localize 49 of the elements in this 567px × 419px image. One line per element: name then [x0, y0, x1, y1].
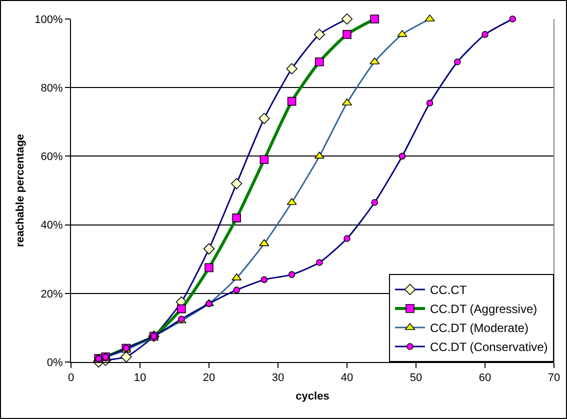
point [316, 259, 323, 266]
legend-label: CC.DT (Conservative) [430, 340, 548, 354]
point [287, 96, 296, 106]
point [260, 155, 269, 164]
point [454, 58, 461, 66]
point [341, 13, 353, 25]
point [314, 152, 324, 159]
point [398, 152, 406, 160]
point [258, 112, 270, 124]
legend-label: CC.DT (Aggressive) [430, 302, 538, 316]
point [344, 235, 350, 242]
y-tick-label: 80% [40, 82, 64, 94]
point [371, 199, 378, 206]
point [232, 214, 241, 222]
x-axis-title: cycles [296, 390, 330, 402]
x-tick-label: 20 [202, 372, 216, 384]
point [177, 304, 186, 314]
y-tick-label: 0% [46, 356, 64, 369]
x-tick-label: 50 [410, 372, 422, 384]
x-tick-label: 40 [340, 372, 354, 384]
point [233, 286, 240, 294]
point [120, 351, 132, 362]
legend-label: CC.CT [430, 283, 468, 298]
point [426, 100, 434, 106]
y-tick-label: 40% [40, 220, 64, 232]
x-tick-label: 70 [548, 372, 560, 384]
y-tick-label: 100% [34, 14, 64, 26]
point [204, 263, 214, 272]
point [288, 271, 296, 278]
point [203, 243, 215, 254]
point [260, 276, 268, 284]
point [286, 63, 298, 74]
point [231, 178, 242, 190]
y-tick-label: 20% [40, 288, 64, 300]
point [315, 57, 324, 66]
point [314, 28, 325, 40]
point [509, 16, 516, 22]
point [342, 30, 352, 39]
x-tick-label: 10 [134, 372, 146, 384]
point [370, 14, 379, 24]
y-axis-title: reachable percentage [14, 134, 26, 248]
point [370, 57, 380, 64]
point [482, 31, 488, 38]
x-tick-label: 30 [272, 372, 284, 384]
y-tick-label: 60% [40, 151, 64, 164]
x-tick-label: 60 [478, 372, 492, 384]
x-tick-label: 0 [68, 372, 74, 384]
legend-label: CC.DT (Moderate) [430, 321, 528, 336]
point [259, 239, 270, 246]
